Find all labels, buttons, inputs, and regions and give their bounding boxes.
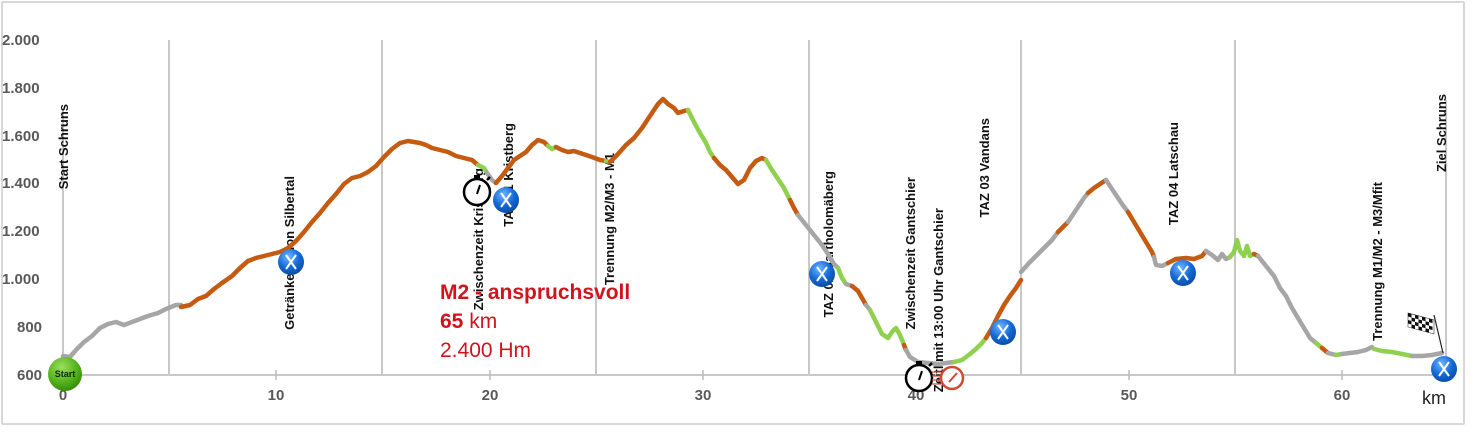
waypoint-label-zeitlimit: Zeitlimit 13:00 Uhr Gantschier: [931, 208, 946, 392]
waypoint-label-taz04: TAZ 04 Latschau: [1166, 122, 1181, 225]
x-axis-unit: km: [1422, 388, 1446, 408]
waypoint-label-start: Start Schruns: [56, 104, 71, 189]
distance-value: 65: [440, 310, 464, 333]
x-label: 10: [268, 387, 285, 404]
x-axis-labels: 0 10 20 30 40 50 60: [59, 387, 1351, 404]
finish-flag-icon: [1407, 312, 1444, 354]
x-label: 30: [695, 387, 712, 404]
chart-frame: [1, 1, 1465, 425]
route-title: M2 - anspruchsvoll: [440, 281, 631, 304]
waypoint-label-trennung-m1m2: Trennung M1/M2 - M3/Mfit: [1370, 181, 1385, 341]
waypoint-label-taz03: TAZ 03 Vandans: [977, 118, 992, 217]
route-distance: 65 km: [440, 307, 630, 336]
waypoint-label-zwischenzeit-gantschier: Zwischenzeit Gantschier: [903, 177, 918, 329]
stopwatch-icon: [462, 175, 492, 207]
time-limit-icon: [932, 365, 965, 391]
waypoint-label-trennung-m2m3: Trennung M2/M3 - M1: [602, 153, 617, 285]
aid-station-icon: [1170, 260, 1196, 286]
elevation-profile: [60, 96, 1445, 367]
y-label: 1.400: [2, 175, 40, 192]
x-label: 20: [482, 387, 499, 404]
grid-lines: [62, 40, 1447, 376]
x-label: 50: [1121, 387, 1138, 404]
x-label: 0: [59, 387, 67, 404]
y-label: 1.000: [2, 271, 40, 288]
y-label: 1.800: [2, 80, 40, 97]
y-label: 800: [17, 319, 42, 336]
aid-station-icon: [809, 261, 835, 287]
stopwatch-icon: [904, 361, 934, 393]
y-label: 1.600: [2, 128, 40, 145]
aid-station-icon: [990, 319, 1016, 345]
waypoint-label-ziel: Ziel Schruns: [1434, 94, 1449, 172]
route-info: M2 - anspruchsvoll 65 km 2.400 Hm: [440, 278, 630, 365]
x-label: 60: [1334, 387, 1351, 404]
start-marker-label: Start: [55, 369, 76, 379]
y-axis-labels: 2.000 1.800 1.600 1.400 1.200 1.000 800 …: [2, 32, 42, 384]
y-label: 1.200: [2, 223, 40, 240]
aid-station-icon: [278, 249, 304, 275]
aid-station-icon: [493, 187, 519, 213]
route-climb: 2.400 Hm: [440, 339, 532, 362]
y-label: 600: [17, 367, 42, 384]
aid-station-icon: [1431, 356, 1457, 382]
distance-unit: km: [469, 310, 498, 333]
y-label: 2.000: [2, 32, 40, 49]
waypoint-labels: Start Schruns Getränkestation Silbertal …: [56, 94, 1449, 392]
start-marker: Start: [48, 357, 82, 391]
